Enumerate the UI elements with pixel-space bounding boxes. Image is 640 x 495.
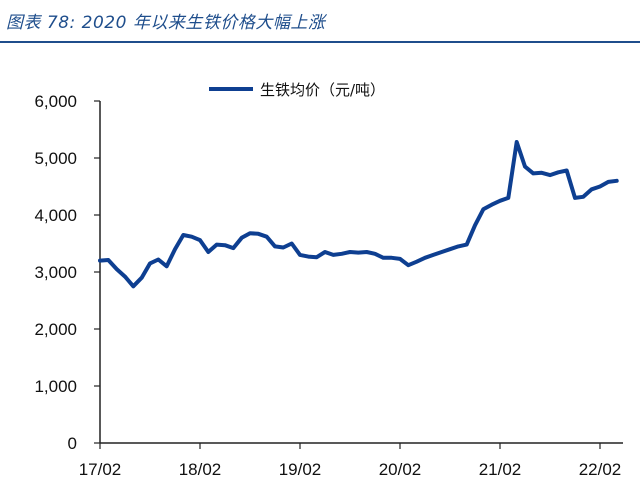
data-point: [281, 245, 285, 250]
data-point: [606, 180, 610, 184]
data-point: [573, 196, 577, 200]
data-point: [473, 223, 477, 227]
data-point: [115, 267, 119, 271]
x-tick-label: 18/02: [179, 460, 222, 479]
data-point: [381, 256, 385, 260]
data-point: [431, 253, 435, 257]
data-point: [490, 203, 494, 207]
data-point: [223, 243, 227, 247]
y-tick-label: 0: [68, 434, 77, 453]
data-point: [598, 184, 602, 189]
series-layer: [98, 140, 619, 289]
data-point: [206, 250, 210, 254]
y-axis: 0 1,000 2,000 3,000 4,000 5,000 6,000: [34, 92, 101, 453]
data-point: [248, 231, 252, 235]
figure-title: 图表 78: 2020 年以来生铁价格大幅上涨: [6, 13, 326, 33]
x-tick-label: 17/02: [79, 460, 122, 479]
data-point: [306, 255, 310, 259]
data-point: [523, 165, 527, 169]
data-point: [148, 261, 152, 265]
y-tick-label: 2,000: [34, 320, 77, 339]
data-point: [140, 276, 144, 280]
data-point: [106, 258, 110, 262]
data-point: [240, 236, 244, 240]
legend-label: 生铁均价（元/吨）: [260, 81, 385, 99]
data-point: [173, 247, 177, 251]
data-point: [290, 241, 294, 246]
data-point: [390, 256, 394, 260]
x-tick-label: 19/02: [279, 460, 322, 479]
data-point: [423, 256, 427, 260]
data-point: [123, 275, 127, 279]
data-point: [273, 244, 277, 248]
data-point: [156, 257, 160, 262]
data-point: [348, 250, 352, 254]
series-line-0: [98, 140, 619, 289]
data-point: [531, 171, 535, 175]
data-point: [540, 171, 544, 175]
data-point: [190, 235, 194, 239]
data-point: [590, 187, 594, 191]
data-point: [581, 195, 585, 199]
data-point: [398, 257, 402, 261]
data-point: [98, 259, 102, 263]
data-point: [256, 232, 260, 236]
data-point: [456, 244, 460, 248]
x-tick-label: 20/02: [379, 460, 422, 479]
data-point: [615, 179, 619, 183]
data-point: [198, 238, 202, 242]
y-tick-label: 3,000: [34, 263, 77, 282]
data-point: [131, 284, 135, 288]
data-point: [323, 250, 327, 254]
data-point: [356, 251, 360, 255]
data-point: [165, 264, 169, 268]
data-point: [498, 199, 502, 203]
y-tick-label: 4,000: [34, 206, 77, 225]
data-point: [515, 140, 519, 144]
data-point: [215, 243, 219, 247]
data-point: [181, 233, 185, 237]
data-point: [340, 252, 344, 256]
legend: 生铁均价（元/吨）: [209, 81, 385, 99]
data-point: [406, 263, 410, 267]
data-point: [481, 207, 485, 211]
data-point: [415, 260, 419, 264]
data-point: [265, 235, 269, 239]
data-point: [298, 253, 302, 257]
data-point: [465, 243, 469, 247]
data-point: [556, 170, 560, 174]
x-tick-label: 21/02: [479, 460, 522, 479]
data-point: [373, 252, 377, 256]
data-point: [315, 255, 319, 259]
y-tick-label: 5,000: [34, 149, 77, 168]
data-point: [506, 196, 510, 200]
data-point: [548, 173, 552, 177]
x-axis: 17/02 18/02 19/02 20/02 21/02 22/02: [79, 442, 623, 479]
data-point: [365, 250, 369, 254]
y-tick-label: 1,000: [34, 377, 77, 396]
data-point: [565, 168, 569, 173]
y-tick-label: 6,000: [34, 92, 77, 111]
x-tick-label: 22/02: [579, 460, 622, 479]
title-rule: [0, 41, 640, 43]
data-point: [331, 253, 335, 257]
data-point: [440, 250, 444, 254]
data-point: [231, 246, 235, 250]
data-point: [448, 247, 452, 251]
